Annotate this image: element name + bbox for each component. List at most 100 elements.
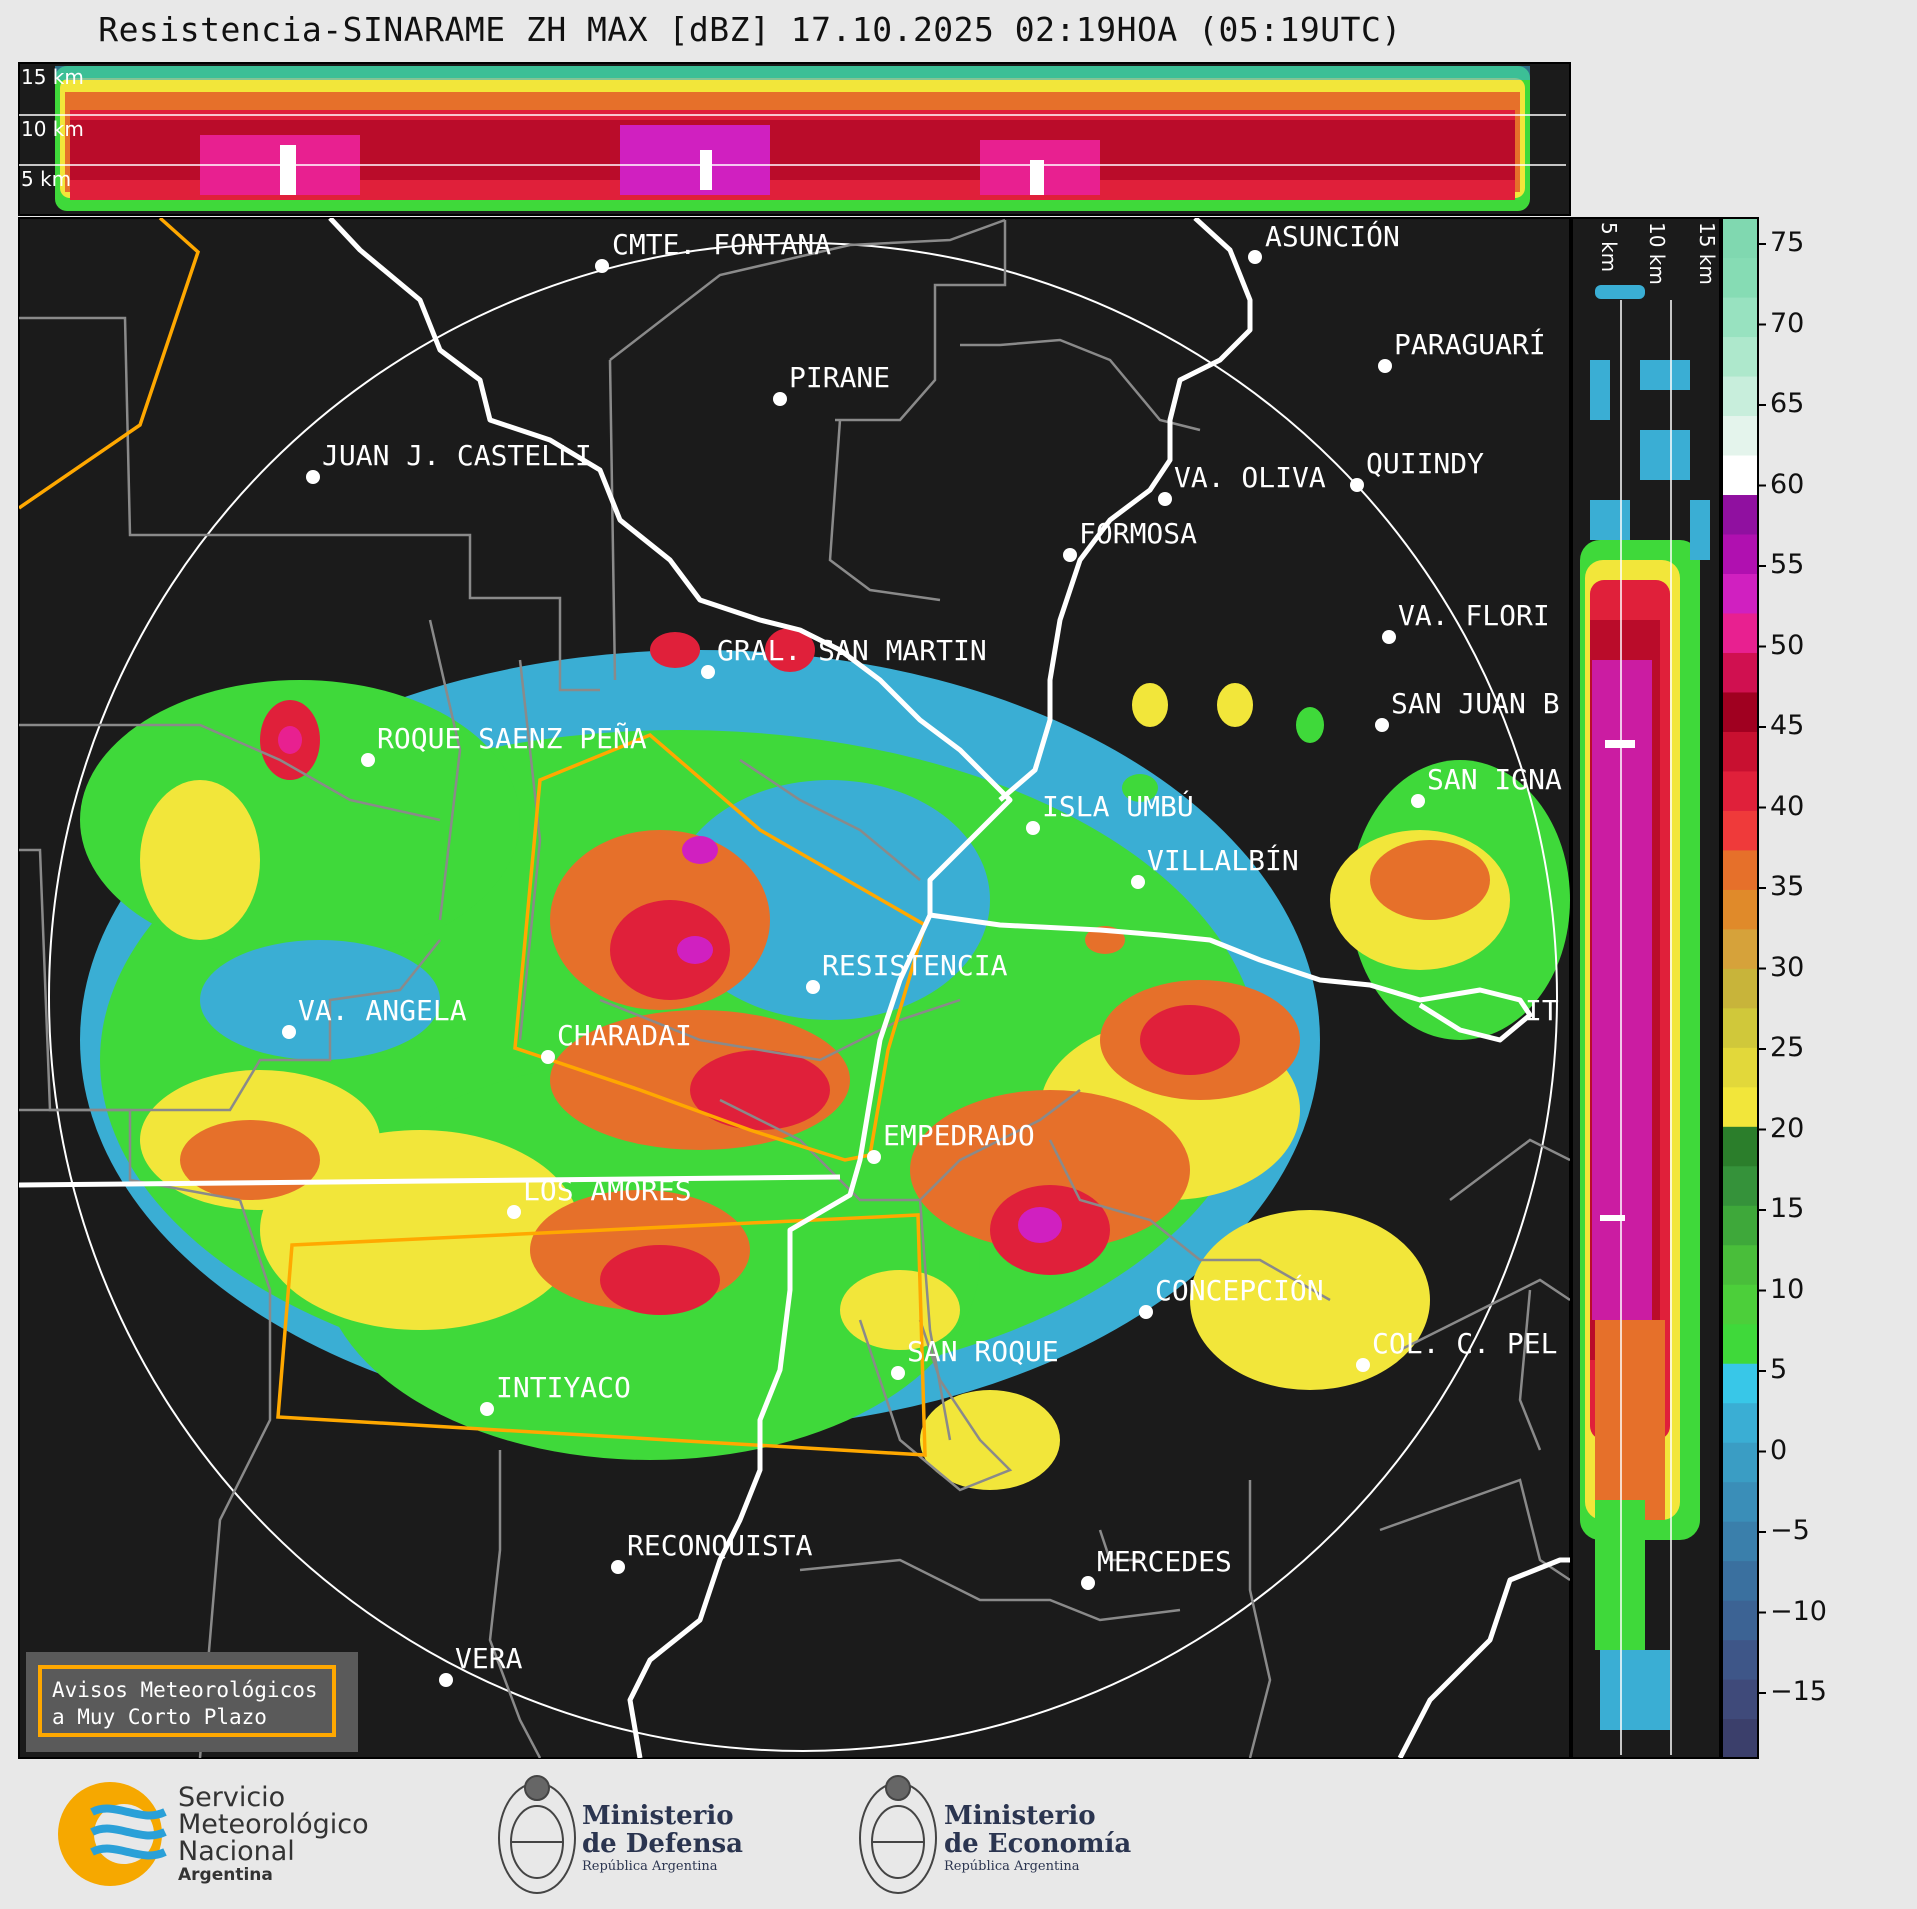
colorbar-swatch <box>1722 1442 1758 1483</box>
city-marker <box>611 1560 625 1574</box>
colorbar-swatch <box>1722 1639 1758 1680</box>
city-marker <box>1350 478 1364 492</box>
colorbar-swatch <box>1722 691 1758 732</box>
colorbar-swatch <box>1722 928 1758 969</box>
colorbar-swatch <box>1722 810 1758 851</box>
colorbar-tick-label: −10 <box>1770 1595 1827 1627</box>
city-label: VA. FLORI <box>1398 599 1550 632</box>
city-label: ISLA UMBÚ <box>1042 790 1194 823</box>
height-label-15km: 15 km <box>21 65 84 89</box>
city-label: IT <box>1525 994 1559 1027</box>
colorbar-swatch <box>1722 612 1758 653</box>
city-label: RECONQUISTA <box>627 1529 813 1562</box>
colorbar-swatch <box>1722 1323 1758 1364</box>
colorbar-swatch <box>1722 573 1758 614</box>
colorbar-swatch <box>1722 1560 1758 1601</box>
city-label: CONCEPCIÓN <box>1155 1274 1324 1307</box>
city-label: JUAN J. CASTELLI <box>322 439 592 472</box>
range-ring <box>48 242 1558 1752</box>
city-label: FORMOSA <box>1079 517 1198 550</box>
city-label: MERCEDES <box>1097 1545 1232 1578</box>
coat-of-arms-defensa-icon <box>498 1775 576 1894</box>
side-height-label-15km: 15 km <box>1695 222 1719 285</box>
colorbar-swatch <box>1722 1007 1758 1048</box>
colorbar-swatch <box>1722 1718 1758 1759</box>
colorbar-tick-label: 45 <box>1770 710 1805 741</box>
colorbar-swatch <box>1722 849 1758 890</box>
colorbar-tick-label: 5 <box>1770 1354 1788 1385</box>
colorbar-swatch <box>1722 336 1758 377</box>
city-marker <box>1131 875 1145 889</box>
colorbar-tick-label: 60 <box>1770 468 1805 500</box>
colorbar-swatch <box>1722 1047 1758 1088</box>
city-markers <box>282 250 1425 1687</box>
colorbar-tick-label: 75 <box>1770 227 1805 258</box>
smn-line3: Nacional <box>178 1836 295 1867</box>
side-height-label-10km: 10 km <box>1645 222 1669 285</box>
economia-line3: República Argentina <box>944 1859 1080 1874</box>
city-label: VERA <box>455 1642 523 1675</box>
defensa-line2: de Defensa <box>582 1829 743 1859</box>
city-marker <box>1382 630 1396 644</box>
colorbar-swatch <box>1722 533 1758 574</box>
colorbar-swatch <box>1722 1521 1758 1562</box>
economia-logo-text: Ministerio de Economía República Argenti… <box>944 1802 1131 1876</box>
colorbar-tick-label: 30 <box>1770 951 1805 983</box>
map-title: Resistencia-SINARAME ZH MAX [dBZ] 17.10.… <box>98 10 1402 49</box>
colorbar-tick-label: 35 <box>1770 871 1805 902</box>
radar-echo <box>80 628 1570 1490</box>
colorbar-swatch <box>1722 296 1758 338</box>
defensa-line1: Ministerio <box>582 1801 734 1831</box>
city-label: EMPEDRADO <box>883 1119 1035 1152</box>
colorbar-swatch <box>1722 1284 1758 1325</box>
colorbar-tick-label: 25 <box>1770 1032 1805 1063</box>
city-label: SAN IGNA <box>1427 763 1562 796</box>
city-label: GRAL. SAN MARTIN <box>717 634 987 667</box>
smn-line2: Meteorológico <box>178 1809 369 1840</box>
city-label: COL. C. PEL <box>1372 1327 1558 1360</box>
colorbar-swatch <box>1722 889 1758 930</box>
city-marker <box>480 1402 494 1416</box>
city-marker <box>1063 548 1077 562</box>
city-label: VA. OLIVA <box>1174 461 1326 494</box>
colorbar-tick-label: 10 <box>1770 1273 1805 1305</box>
city-marker <box>507 1205 521 1219</box>
city-marker <box>1081 1576 1095 1590</box>
colorbar-tick-label: 70 <box>1770 307 1805 339</box>
city-marker <box>701 665 715 679</box>
city-marker <box>806 980 820 994</box>
city-label: INTIYACO <box>496 1371 631 1404</box>
city-marker <box>1378 359 1392 373</box>
side-height-label-5km: 5 km <box>1597 222 1621 273</box>
colorbar-tick-label: −5 <box>1770 1515 1810 1546</box>
colorbar-tick-label: 40 <box>1770 790 1805 822</box>
colorbar-swatch <box>1722 494 1758 535</box>
city-marker <box>1356 1358 1370 1372</box>
city-marker <box>1411 794 1425 808</box>
colorbar-swatch <box>1722 1244 1758 1285</box>
city-label: LOS AMORES <box>523 1174 692 1207</box>
colorbar-border <box>1721 217 1759 1759</box>
city-marker <box>1248 250 1262 264</box>
colorbar-swatch <box>1722 257 1758 298</box>
colorbar-swatch <box>1722 454 1758 496</box>
city-marker <box>1158 492 1172 506</box>
side-profile-echo <box>1580 285 1710 1730</box>
smn-logo-text: Servicio Meteorológico Nacional Argentin… <box>178 1784 369 1885</box>
colorbar-swatch <box>1722 1600 1758 1641</box>
city-label: RESISTENCIA <box>822 949 1008 982</box>
defensa-logo-text: Ministerio de Defensa República Argentin… <box>582 1802 743 1876</box>
city-marker <box>1139 1305 1153 1319</box>
colorbar-tick-label: 55 <box>1770 549 1805 580</box>
smn-line4: Argentina <box>178 1865 273 1885</box>
economia-line1: Ministerio <box>944 1801 1096 1831</box>
city-marker <box>891 1366 905 1380</box>
colorbar <box>1721 217 1766 1759</box>
height-label-5km: 5 km <box>21 167 72 191</box>
city-label: SAN JUAN B <box>1391 687 1560 720</box>
city-marker <box>439 1673 453 1687</box>
colorbar-swatch <box>1722 415 1758 456</box>
smn-line1: Servicio <box>178 1782 286 1813</box>
city-label: VILLALBÍN <box>1147 844 1299 877</box>
